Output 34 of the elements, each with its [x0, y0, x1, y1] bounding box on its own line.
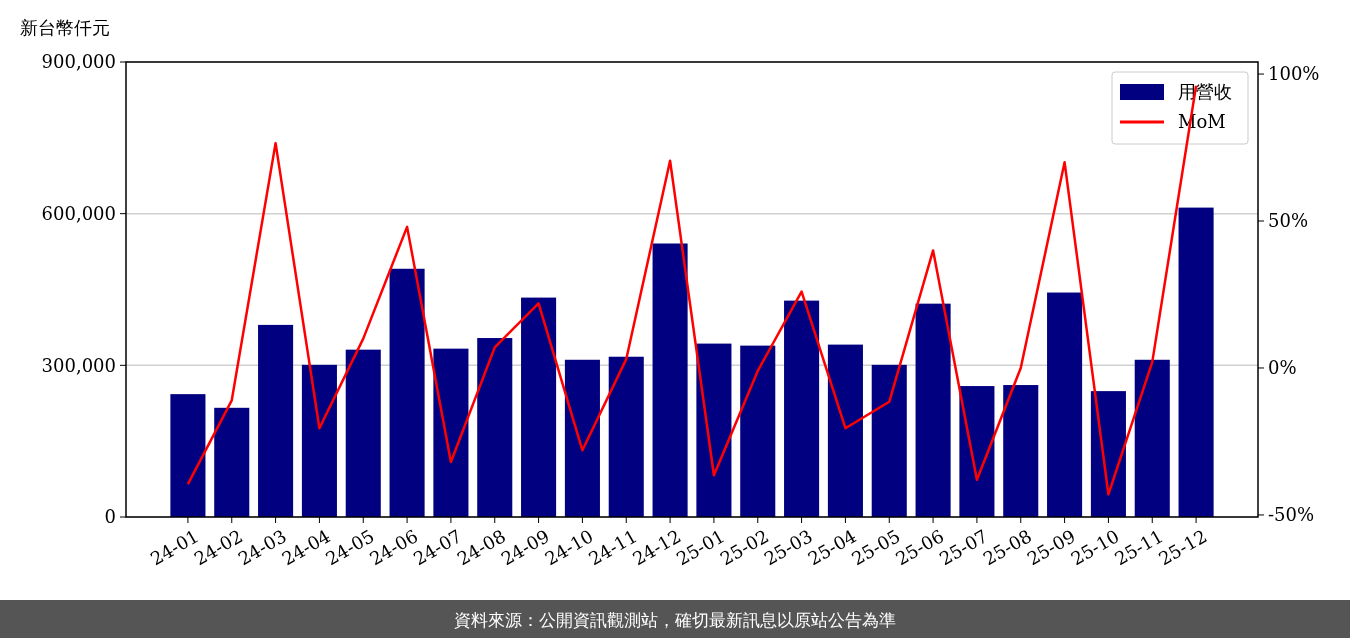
bar: [915, 303, 951, 517]
bar: [564, 359, 600, 517]
y2-tick-label: 100%: [1268, 63, 1320, 85]
bar: [784, 300, 820, 517]
bar: [345, 349, 381, 517]
bar: [1003, 385, 1039, 517]
bar: [170, 394, 206, 517]
bar: [477, 338, 513, 517]
bar: [433, 348, 469, 517]
bar: [696, 343, 732, 517]
bar: [301, 364, 337, 517]
bar: [608, 356, 644, 517]
y-axis-title: 新台幣仟元: [20, 17, 110, 38]
y2-tick-label: -50%: [1268, 504, 1315, 526]
bar: [652, 243, 688, 517]
bar: [214, 407, 250, 517]
bar: [827, 344, 863, 517]
bar: [1090, 391, 1126, 517]
y2-tick-label: 50%: [1268, 210, 1309, 232]
bar: [389, 268, 425, 517]
bar: [871, 364, 907, 517]
bar: [258, 324, 294, 517]
bar: [1178, 207, 1214, 517]
y2-tick-label: 0%: [1268, 357, 1297, 379]
y-tick-label: 300,000: [41, 354, 116, 376]
bar: [1134, 359, 1170, 517]
bar: [959, 386, 995, 517]
bar: [521, 297, 557, 517]
y-tick-label: 900,000: [41, 51, 116, 73]
bar: [740, 345, 776, 517]
y-tick-label: 600,000: [41, 202, 116, 224]
y-tick-label: 0: [104, 506, 116, 528]
bar: [1047, 292, 1083, 517]
source-note: 資料來源：公開資訊觀測站，確切最新訊息以原站公告為準: [454, 609, 896, 630]
